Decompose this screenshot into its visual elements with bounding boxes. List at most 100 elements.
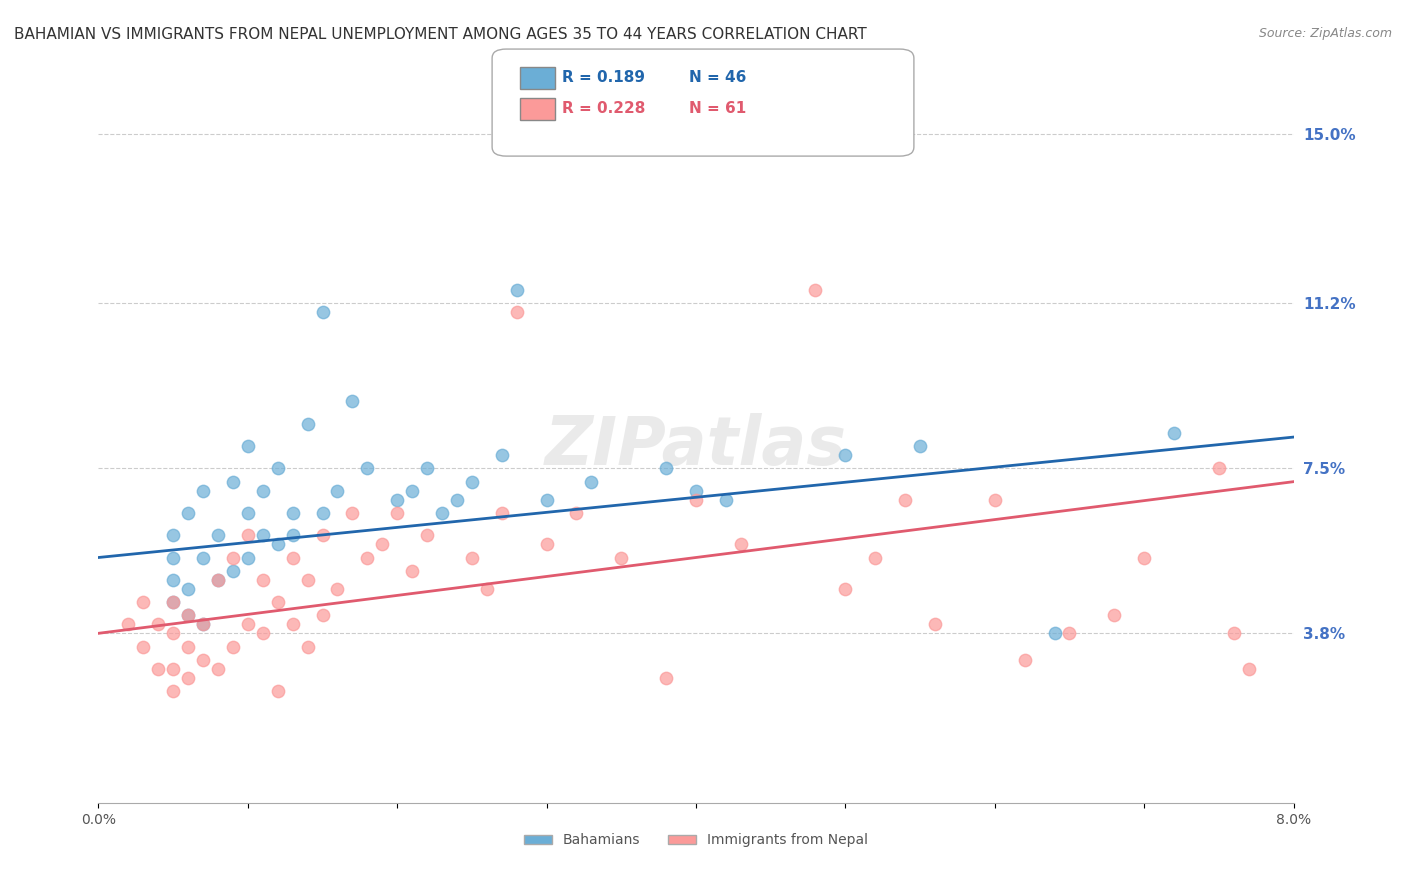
Point xyxy=(924,617,946,632)
Point xyxy=(326,483,349,498)
Text: N = 46: N = 46 xyxy=(689,70,747,85)
Point xyxy=(908,439,931,453)
Point xyxy=(222,475,245,489)
Point xyxy=(177,608,200,623)
Point xyxy=(236,550,259,565)
Point xyxy=(222,564,245,578)
Point xyxy=(177,582,200,596)
Point xyxy=(685,492,707,507)
Point xyxy=(191,653,214,667)
Point xyxy=(162,528,184,542)
Point xyxy=(506,305,529,319)
Point xyxy=(416,461,439,475)
Point xyxy=(804,283,827,297)
Point xyxy=(775,127,797,141)
Point xyxy=(865,550,887,565)
Legend: Bahamians, Immigrants from Nepal: Bahamians, Immigrants from Nepal xyxy=(519,828,873,853)
Point xyxy=(252,483,274,498)
Point xyxy=(385,492,409,507)
Point xyxy=(236,439,259,453)
Point xyxy=(1237,662,1260,676)
Point xyxy=(401,483,423,498)
Point xyxy=(834,448,856,462)
Point xyxy=(148,662,170,676)
Point xyxy=(191,483,214,498)
Point xyxy=(162,626,184,640)
Point xyxy=(385,506,409,520)
Point xyxy=(536,537,558,551)
Point xyxy=(475,582,498,596)
Text: R = 0.228: R = 0.228 xyxy=(562,102,645,116)
Point xyxy=(416,528,439,542)
Point xyxy=(356,550,378,565)
Point xyxy=(506,283,529,297)
Point xyxy=(491,506,513,520)
Point xyxy=(297,573,319,587)
Text: R = 0.189: R = 0.189 xyxy=(562,70,645,85)
Point xyxy=(191,550,214,565)
Point xyxy=(1163,425,1185,440)
Point xyxy=(162,550,184,565)
Point xyxy=(252,573,274,587)
Point xyxy=(162,595,184,609)
Point xyxy=(342,394,364,409)
Point xyxy=(252,626,274,640)
Point xyxy=(236,506,259,520)
Point xyxy=(177,506,200,520)
Point xyxy=(236,528,259,542)
Point xyxy=(655,461,678,475)
Point xyxy=(1133,550,1156,565)
Point xyxy=(207,573,229,587)
Point xyxy=(207,573,229,587)
Point xyxy=(162,684,184,698)
Point xyxy=(446,492,468,507)
Point xyxy=(311,608,333,623)
Point xyxy=(281,528,304,542)
Point xyxy=(267,537,290,551)
Point xyxy=(177,608,200,623)
Point xyxy=(430,506,453,520)
Point xyxy=(491,448,513,462)
Text: ZIPatlas: ZIPatlas xyxy=(546,413,846,479)
Point xyxy=(311,305,333,319)
Point xyxy=(401,564,423,578)
Point xyxy=(177,640,200,654)
Point xyxy=(236,617,259,632)
Point xyxy=(461,475,484,489)
Point xyxy=(132,595,155,609)
Point xyxy=(267,461,290,475)
Point xyxy=(222,640,245,654)
Point xyxy=(162,595,184,609)
Point xyxy=(1014,653,1036,667)
Point xyxy=(267,684,290,698)
Point xyxy=(281,550,304,565)
Point xyxy=(1043,626,1066,640)
Point xyxy=(461,550,484,565)
Point xyxy=(730,537,752,551)
Point xyxy=(162,662,184,676)
Point xyxy=(356,461,378,475)
Point xyxy=(565,506,588,520)
Point xyxy=(281,617,304,632)
Point xyxy=(984,492,1007,507)
Point xyxy=(536,492,558,507)
Point xyxy=(834,582,856,596)
Point xyxy=(610,550,633,565)
Point xyxy=(297,417,319,431)
Point xyxy=(311,506,333,520)
Point xyxy=(222,550,245,565)
Point xyxy=(311,528,333,542)
Point xyxy=(132,640,155,654)
Point xyxy=(207,662,229,676)
Point xyxy=(1059,626,1081,640)
Point xyxy=(685,483,707,498)
Point xyxy=(148,617,170,632)
Point xyxy=(581,475,603,489)
Point xyxy=(281,506,304,520)
Point xyxy=(162,573,184,587)
Point xyxy=(1223,626,1246,640)
Point xyxy=(191,617,214,632)
Text: N = 61: N = 61 xyxy=(689,102,747,116)
Text: BAHAMIAN VS IMMIGRANTS FROM NEPAL UNEMPLOYMENT AMONG AGES 35 TO 44 YEARS CORRELA: BAHAMIAN VS IMMIGRANTS FROM NEPAL UNEMPL… xyxy=(14,27,868,42)
Text: Source: ZipAtlas.com: Source: ZipAtlas.com xyxy=(1258,27,1392,40)
